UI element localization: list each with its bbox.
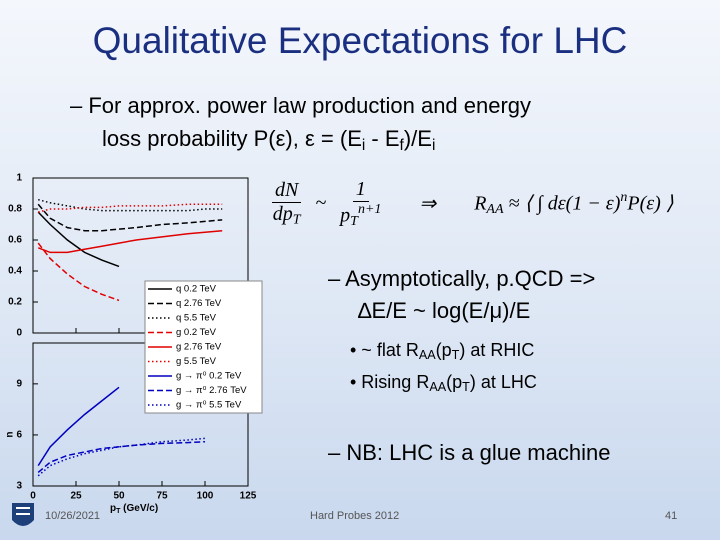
bullet-line: ∆E/E ~ log(E/μ)/E (358, 298, 530, 324)
panel-frame (32, 342, 249, 487)
text-run: AA (429, 380, 447, 395)
text-run: )/E (403, 126, 432, 151)
text-run: n (620, 190, 628, 205)
text-run: dp (272, 203, 293, 226)
panel-frame (32, 177, 249, 334)
text-run: ) at RHIC (459, 340, 535, 360)
text-run: • ~ flat R (350, 340, 419, 360)
text-run: ≈ ⟨ ∫ dε(1 − ε) (503, 192, 621, 215)
numerator: 1 (352, 178, 369, 202)
series-line (38, 203, 223, 213)
legend-label: q 0.2 TeV (176, 284, 217, 295)
text-run: – Asymptotically, p.QCD => (328, 266, 596, 291)
legend-label: g → π⁰ 5.5 TeV (176, 400, 242, 411)
text-run: T (451, 348, 460, 363)
sub-bullet-line: • ~ flat RAA(pT) at RHIC (350, 340, 534, 362)
denominator: pTn+1 (340, 202, 381, 230)
y-tick-label: 0.6 (8, 235, 22, 246)
footer-page: 41 (665, 510, 678, 522)
series-line (37, 242, 120, 302)
legend-label: g → π⁰ 0.2 TeV (176, 371, 242, 382)
y-tick-label: 1 (16, 173, 22, 184)
legend: q 0.2 TeV q 2.76 TeV q 5.5 TeV g 0.2 TeV g 2… (144, 280, 263, 414)
text-run: – NB: LHC is a glue machine (328, 440, 611, 465)
bullet-line: loss probability P(ε), ε = (Ei - Ef)/Ei (102, 126, 435, 155)
footer-date: 10/26/2021 (45, 510, 101, 522)
bullet-line: – NB: LHC is a glue machine (328, 440, 610, 466)
text-run: AA (486, 201, 504, 217)
series-line (37, 203, 223, 232)
text-run: T (116, 508, 121, 515)
text-run: p (110, 503, 116, 514)
denominator: dpT (273, 203, 301, 229)
x-axis-label: pT (GeV/c) (110, 503, 158, 516)
text-run: • Rising R (350, 372, 430, 392)
y-tick-label: 0.4 (8, 266, 22, 277)
y-tick-label: 6 (16, 430, 22, 441)
text-run: dN (275, 179, 299, 202)
operator: ~ (315, 192, 327, 215)
text-run: i (361, 136, 366, 154)
x-tick-label: 125 (240, 491, 257, 502)
series-line (37, 440, 206, 473)
text-run: T (462, 380, 470, 395)
y-axis-label: n (5, 431, 16, 437)
x-tick-label: 50 (113, 491, 125, 502)
x-tick-label: 75 (156, 491, 168, 502)
text-run: ∆E/E ~ log(E/μ)/E (358, 298, 531, 323)
text-run: R (474, 192, 487, 215)
x-tick-label: 100 (197, 491, 214, 502)
text-run: ) at LHC (469, 372, 537, 392)
legend-label: g → π⁰ 2.76 TeV (176, 385, 247, 396)
series-line (38, 198, 223, 212)
y-tick-label: 0.8 (8, 204, 22, 215)
logo (12, 503, 34, 526)
equation-result: RAA ≈ ⟨ ∫ dε(1 − ε)nP(ε) ⟩ (474, 190, 673, 218)
slide-title: Qualitative Expectations for LHC (92, 20, 628, 61)
legend-label: g 0.2 TeV (176, 327, 217, 338)
text-run: (GeV/c) (120, 503, 158, 514)
y-tick-label: 0.2 (8, 297, 22, 308)
y-tick-label: 3 (16, 481, 22, 492)
bullet-line: – Asymptotically, p.QCD => (328, 266, 595, 292)
legend-label: q 5.5 TeV (176, 313, 217, 324)
text-run: n+1 (357, 202, 382, 217)
text-run: T (350, 213, 358, 229)
text-run: 1 (355, 178, 366, 200)
text-run: P(ε) ⟩ (627, 192, 674, 215)
legend-label: q 2.76 TeV (176, 298, 222, 309)
text-run: i (431, 136, 436, 154)
text-run: AA (418, 348, 436, 363)
text-run: T (292, 212, 301, 228)
x-tick-label: 25 (70, 491, 82, 502)
bullet-line: – For approx. power law production and e… (70, 93, 531, 119)
text-run: f (399, 136, 404, 154)
legend-label: g 2.76 TeV (176, 342, 222, 353)
x-tick-label: 0 (30, 491, 36, 502)
text-run: - E (365, 126, 400, 151)
series-line (37, 437, 206, 477)
footer-event: Hard Probes 2012 (310, 510, 400, 522)
equation: dN dpT ~ 1 pTn+1 ⇒ RAA ≈ ⟨ ∫ dε(1 − ε)nP(ε… (272, 178, 674, 230)
numerator: dN (272, 179, 302, 204)
text-run: loss probability P(ε), ε = (E (102, 126, 362, 151)
sub-bullet-line: • Rising RAA(pT) at LHC (350, 372, 537, 394)
text-run: (p (435, 340, 452, 360)
text-run: (p (446, 372, 463, 392)
y-tick-label: 0 (16, 328, 22, 339)
operator: ⇒ (419, 193, 437, 216)
series-line (37, 211, 120, 268)
series-line (37, 386, 120, 467)
text-run: p (340, 204, 351, 227)
y-tick-label: 9 (16, 378, 22, 389)
fraction: 1 pTn+1 (340, 178, 381, 230)
fraction: dN dpT (272, 179, 302, 229)
legend-label: g 5.5 TeV (176, 356, 217, 367)
series-line (37, 229, 223, 254)
text-run: – For approx. power law production and e… (70, 93, 532, 118)
